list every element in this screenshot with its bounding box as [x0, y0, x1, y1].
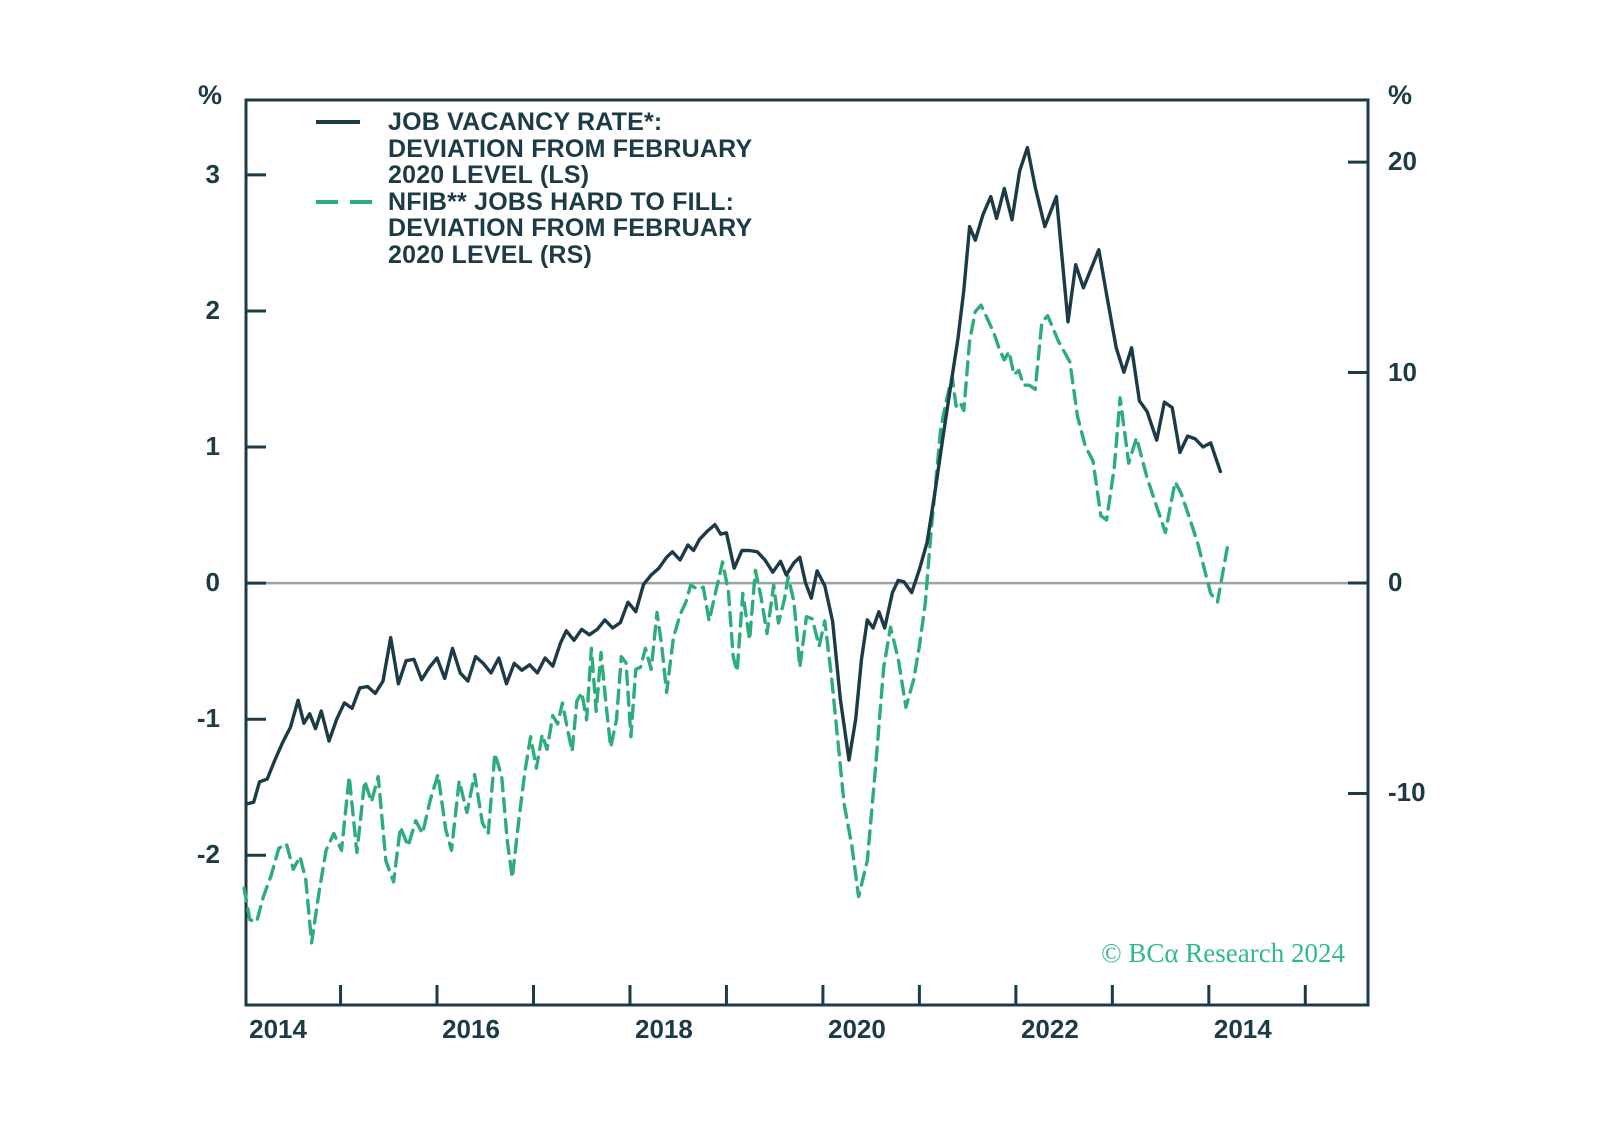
left-axis-tick-label: 3 — [205, 158, 220, 189]
x-axis-year-label: 2014 — [1213, 1014, 1272, 1044]
x-axis-year-label: 2016 — [442, 1014, 500, 1044]
job-vacancy-line — [246, 145, 1223, 806]
left-axis-tick-label: -1 — [196, 703, 220, 734]
right-axis-tick-label: 10 — [1388, 356, 1417, 387]
plot-border — [244, 98, 1370, 1007]
left-axis-tick-label: 0 — [205, 567, 220, 598]
copyright-notice: © BCα Research 2024 — [1101, 938, 1345, 968]
legend: JOB VACANCY RATE*: DEVIATION FROM FEBRUA… — [316, 109, 752, 268]
right-axis-tick-label: -10 — [1388, 777, 1426, 808]
legend-line: DEVIATION FROM FEBRUARY — [388, 214, 753, 242]
legend-label-nfib: NFIB** JOBS HARD TO FILL: DEVIATION FROM… — [388, 187, 753, 269]
right-axis-tick-label: 0 — [1388, 567, 1403, 598]
solid-line-swatch — [316, 109, 372, 124]
dashed-line-swatch — [316, 189, 372, 204]
right-axis-tick-label: 20 — [1388, 146, 1417, 177]
legend-item-job-vacancy: JOB VACANCY RATE*: DEVIATION FROM FEBRUA… — [316, 109, 752, 189]
legend-line: JOB VACANCY RATE*: — [388, 108, 663, 136]
legend-line: 2020 LEVEL (LS) — [388, 161, 590, 189]
legend-label-job-vacancy: JOB VACANCY RATE*: DEVIATION FROM FEBRUA… — [388, 109, 752, 189]
x-axis-year-label: 2014 — [249, 1014, 307, 1044]
left-axis-tick-label: -2 — [196, 839, 220, 870]
legend-line: 2020 LEVEL (RS) — [388, 240, 593, 269]
x-axis-year-label: 2022 — [1020, 1014, 1079, 1044]
x-axis-year-label: 2018 — [635, 1014, 693, 1044]
legend-item-nfib: NFIB** JOBS HARD TO FILL: DEVIATION FROM… — [316, 187, 753, 269]
legend-line: NFIB** JOBS HARD TO FILL: — [388, 187, 735, 216]
nfib-line — [242, 303, 1230, 945]
left-axis-tick-label: 1 — [205, 431, 220, 462]
left-axis-percent-label: % — [197, 80, 222, 110]
left-axis-tick-label: 2 — [205, 294, 220, 325]
right-axis-percent-label: % — [1388, 80, 1413, 110]
legend-line: DEVIATION FROM FEBRUARY — [388, 134, 753, 163]
x-axis-year-label: 2020 — [827, 1014, 886, 1044]
